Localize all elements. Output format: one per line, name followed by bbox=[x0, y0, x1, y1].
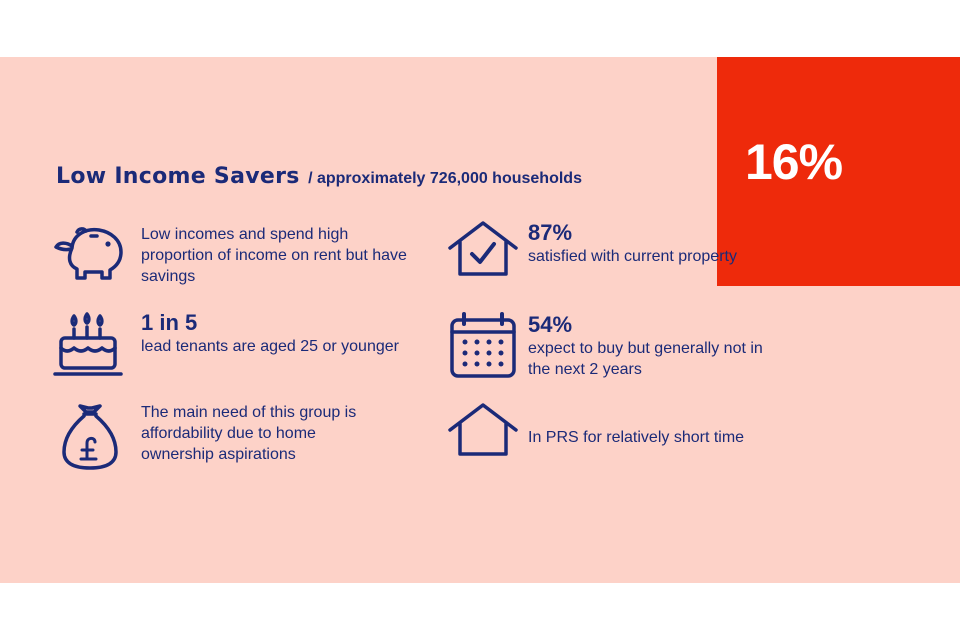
page-title: Low Income Savers / approximately 726,00… bbox=[56, 164, 582, 189]
list-item: Low incomes and spend high proportion of… bbox=[54, 222, 425, 292]
house-check-icon bbox=[448, 221, 518, 276]
piggy-bank-icon bbox=[54, 227, 123, 280]
birthday-cake-icon bbox=[53, 312, 123, 376]
list-item: The main need of this group is affordabi… bbox=[62, 402, 432, 472]
title-main: Low Income Savers bbox=[56, 164, 300, 189]
list-item: 1 in 5 lead tenants are aged 25 or young… bbox=[53, 310, 425, 382]
item-text: satisfied with current property bbox=[528, 248, 737, 265]
item-text: In PRS for relatively short time bbox=[528, 429, 745, 446]
badge-percent: 16% bbox=[745, 134, 843, 190]
title-subtitle: / approximately 726,000 households bbox=[308, 170, 582, 187]
item-text: lead tenants are aged 25 or younger bbox=[141, 338, 399, 355]
list-item: 87% satisfied with current property bbox=[448, 220, 748, 290]
list-item: In PRS for relatively short time bbox=[448, 402, 778, 462]
item-stat: 54% bbox=[528, 312, 573, 337]
house-icon bbox=[448, 403, 518, 456]
item-stat: 87% bbox=[528, 220, 573, 245]
list-item: 54% expect to buy but generally not in t… bbox=[450, 312, 780, 382]
calendar-icon bbox=[450, 312, 516, 378]
item-stat: 1 in 5 bbox=[141, 310, 198, 335]
item-text: expect to buy but generally not in the n… bbox=[528, 340, 763, 378]
item-text: The main need of this group is affordabi… bbox=[141, 404, 357, 463]
item-text: Low incomes and spend high proportion of… bbox=[141, 226, 407, 285]
money-bag-pound-icon bbox=[62, 404, 118, 470]
percentage-badge: 16% bbox=[717, 57, 960, 286]
